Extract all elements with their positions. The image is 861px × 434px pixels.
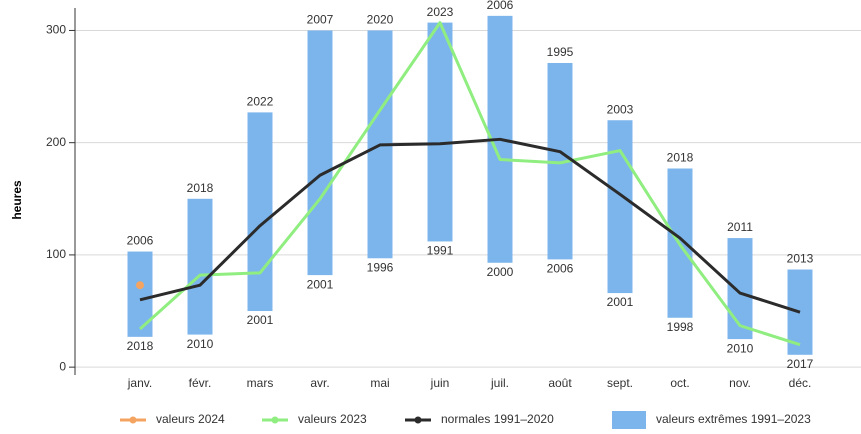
y-axis-label: heures xyxy=(10,180,24,220)
high-year-label: 2023 xyxy=(427,5,454,19)
legend-label: valeurs 2023 xyxy=(298,412,367,426)
x-tick-label: juil. xyxy=(490,376,509,390)
range-bar xyxy=(607,120,633,294)
legend-swatch-dot xyxy=(271,416,279,424)
high-year-label: 2018 xyxy=(667,151,694,165)
range-bar xyxy=(427,22,453,242)
x-tick-label: janv. xyxy=(127,376,152,390)
legend-swatch xyxy=(612,411,646,429)
low-year-label: 1996 xyxy=(367,260,394,274)
high-year-label: 2007 xyxy=(307,13,334,27)
legend-swatch-dot xyxy=(414,416,422,424)
x-tick-label: nov. xyxy=(729,376,751,390)
x-tick-label: mai xyxy=(370,376,389,390)
x-tick-label: juin xyxy=(430,376,450,390)
high-year-label: 2013 xyxy=(787,252,814,266)
legend-swatch-dot xyxy=(129,416,137,424)
x-tick-label: déc. xyxy=(789,376,812,390)
high-year-label: 2003 xyxy=(607,102,634,116)
y-tick-label: 300 xyxy=(46,23,66,37)
x-tick-label: août xyxy=(548,376,572,390)
range-bar xyxy=(187,198,213,335)
high-year-label: 2006 xyxy=(487,0,514,12)
high-year-label: 1995 xyxy=(547,45,574,59)
x-tick-label: sept. xyxy=(607,376,633,390)
x-tick-label: avr. xyxy=(310,376,329,390)
low-year-label: 2001 xyxy=(247,313,274,327)
range-bar xyxy=(127,251,153,337)
range-bar xyxy=(247,112,273,312)
low-year-label: 2001 xyxy=(607,295,634,309)
y-tick-label: 0 xyxy=(59,359,66,373)
y-tick-label: 200 xyxy=(46,135,66,149)
range-bar xyxy=(727,238,753,340)
low-year-label: 2018 xyxy=(127,339,154,353)
low-year-label: 1991 xyxy=(427,244,454,258)
y-tick-label: 100 xyxy=(46,247,66,261)
low-year-label: 2000 xyxy=(487,265,514,279)
x-tick-label: mars xyxy=(247,376,274,390)
high-year-label: 2022 xyxy=(247,95,274,109)
x-tick-label: oct. xyxy=(670,376,689,390)
low-year-label: 2017 xyxy=(787,357,814,371)
low-year-label: 2001 xyxy=(307,277,334,291)
legend-label: valeurs extrêmes 1991–2023 xyxy=(656,412,811,426)
low-year-label: 2006 xyxy=(547,262,574,276)
high-year-label: 2018 xyxy=(187,181,214,195)
series-line xyxy=(139,137,801,314)
series-point xyxy=(136,281,144,290)
legend-label: valeurs 2024 xyxy=(156,412,225,426)
x-tick-label: févr. xyxy=(189,376,212,390)
high-year-label: 2006 xyxy=(127,234,154,248)
high-year-label: 2020 xyxy=(367,13,394,27)
series-line xyxy=(138,21,801,347)
low-year-label: 2010 xyxy=(187,337,214,351)
low-year-label: 1998 xyxy=(667,320,694,334)
legend-label: normales 1991–2020 xyxy=(441,412,554,426)
low-year-label: 2010 xyxy=(727,341,754,355)
high-year-label: 2011 xyxy=(727,220,753,234)
range-bar xyxy=(307,30,333,276)
